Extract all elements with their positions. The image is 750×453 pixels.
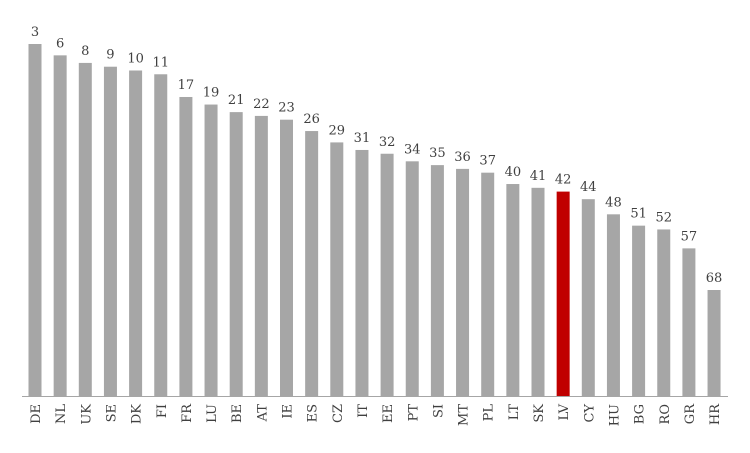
value-label-es: 26 <box>303 112 320 127</box>
bar-se <box>103 66 117 397</box>
x-tick-label-ro: RO <box>658 404 673 424</box>
value-label-se: 9 <box>106 48 114 63</box>
x-tick-label-es: ES <box>306 404 321 422</box>
bar-fr <box>179 96 193 396</box>
x-tick-label-lt: LT <box>507 404 522 421</box>
x-tick-label-lu: LU <box>205 404 220 423</box>
value-label-ee: 32 <box>379 135 396 150</box>
bar-cy <box>581 199 595 396</box>
value-label-dk: 10 <box>127 51 144 66</box>
value-label-it: 31 <box>354 131 371 146</box>
x-tick-label-pl: PL <box>482 404 497 422</box>
bar-es <box>305 131 319 397</box>
x-tick-label-fi: FI <box>155 404 170 418</box>
bar-hu <box>606 214 620 396</box>
x-tick-label-it: IT <box>356 404 371 418</box>
x-tick-label-si: SI <box>431 404 446 418</box>
value-label-fi: 11 <box>152 55 169 70</box>
x-tick-label-mt: MT <box>457 404 472 426</box>
bar-ie <box>280 119 293 396</box>
value-label-uk: 8 <box>81 44 89 59</box>
value-label-nl: 6 <box>56 36 64 51</box>
bar-be <box>229 112 243 397</box>
x-tick-label-ie: IE <box>281 404 296 419</box>
value-label-lt: 40 <box>505 165 522 180</box>
value-label-pt: 34 <box>404 142 421 157</box>
bar-pl <box>481 172 495 396</box>
bar-de <box>28 44 42 396</box>
x-tick-label-sk: SK <box>532 404 547 423</box>
bar-at <box>254 115 268 396</box>
bar-nl <box>53 55 67 396</box>
x-tick-label-cz: CZ <box>331 404 346 423</box>
value-label-hu: 48 <box>605 195 622 210</box>
value-label-be: 21 <box>228 93 245 108</box>
bar-ro <box>657 229 671 396</box>
x-tick-label-de: DE <box>29 404 44 424</box>
bar-ee <box>380 153 394 396</box>
x-tick-label-se: SE <box>104 404 119 422</box>
x-tick-label-cy: CY <box>582 404 597 423</box>
value-label-lu: 19 <box>203 86 220 101</box>
bar-si <box>430 165 444 396</box>
bar-lu <box>204 104 218 397</box>
value-label-cz: 29 <box>329 123 346 138</box>
bar-dk <box>129 70 143 397</box>
x-tick-label-nl: NL <box>54 404 69 424</box>
bar-bg <box>632 225 646 396</box>
bar-pt <box>405 161 419 396</box>
x-tick-label-gr: GR <box>683 403 698 424</box>
value-label-de: 3 <box>31 25 39 40</box>
value-label-ie: 23 <box>278 101 295 116</box>
x-tick-label-dk: DK <box>130 404 145 424</box>
value-label-lv: 42 <box>555 173 572 188</box>
x-tick-label-at: AT <box>255 404 270 423</box>
bar-lv <box>556 191 570 396</box>
value-label-cy: 44 <box>580 180 597 195</box>
value-label-ro: 52 <box>655 210 672 225</box>
bar-it <box>355 149 369 396</box>
x-tick-label-lv: LV <box>557 403 572 420</box>
x-tick-label-be: BE <box>230 404 245 423</box>
x-tick-label-uk: UK <box>79 404 94 425</box>
bars-group <box>28 44 721 397</box>
bar-sk <box>531 187 545 396</box>
bar-gr <box>682 248 696 396</box>
bar-hr <box>707 290 721 396</box>
x-tick-label-bg: BG <box>633 404 648 424</box>
value-label-si: 35 <box>429 146 446 161</box>
x-tick-label-fr: FR <box>180 403 195 423</box>
bar-cz <box>330 142 344 396</box>
x-tick-label-ee: EE <box>381 404 396 423</box>
bar-lt <box>506 184 520 396</box>
value-label-fr: 17 <box>178 78 195 93</box>
bar-uk <box>78 62 92 397</box>
bar-mt <box>456 168 470 396</box>
x-tick-label-pt: PT <box>406 404 421 422</box>
x-tick-labels-group: DE NL UK SE DK FI FR LU BE AT IE ES CZ IT EE PT SI MT PL LT… <box>29 403 723 427</box>
value-label-at: 22 <box>253 97 270 112</box>
x-tick-label-hu: HU <box>607 404 622 426</box>
value-label-gr: 57 <box>681 229 698 244</box>
value-label-mt: 36 <box>454 150 471 165</box>
value-label-hr: 68 <box>706 271 723 286</box>
bar-fi <box>154 74 168 396</box>
x-tick-label-hr: HR <box>708 403 723 425</box>
value-label-sk: 41 <box>530 169 547 184</box>
value-label-pl: 37 <box>479 154 496 169</box>
value-label-bg: 51 <box>630 207 647 222</box>
